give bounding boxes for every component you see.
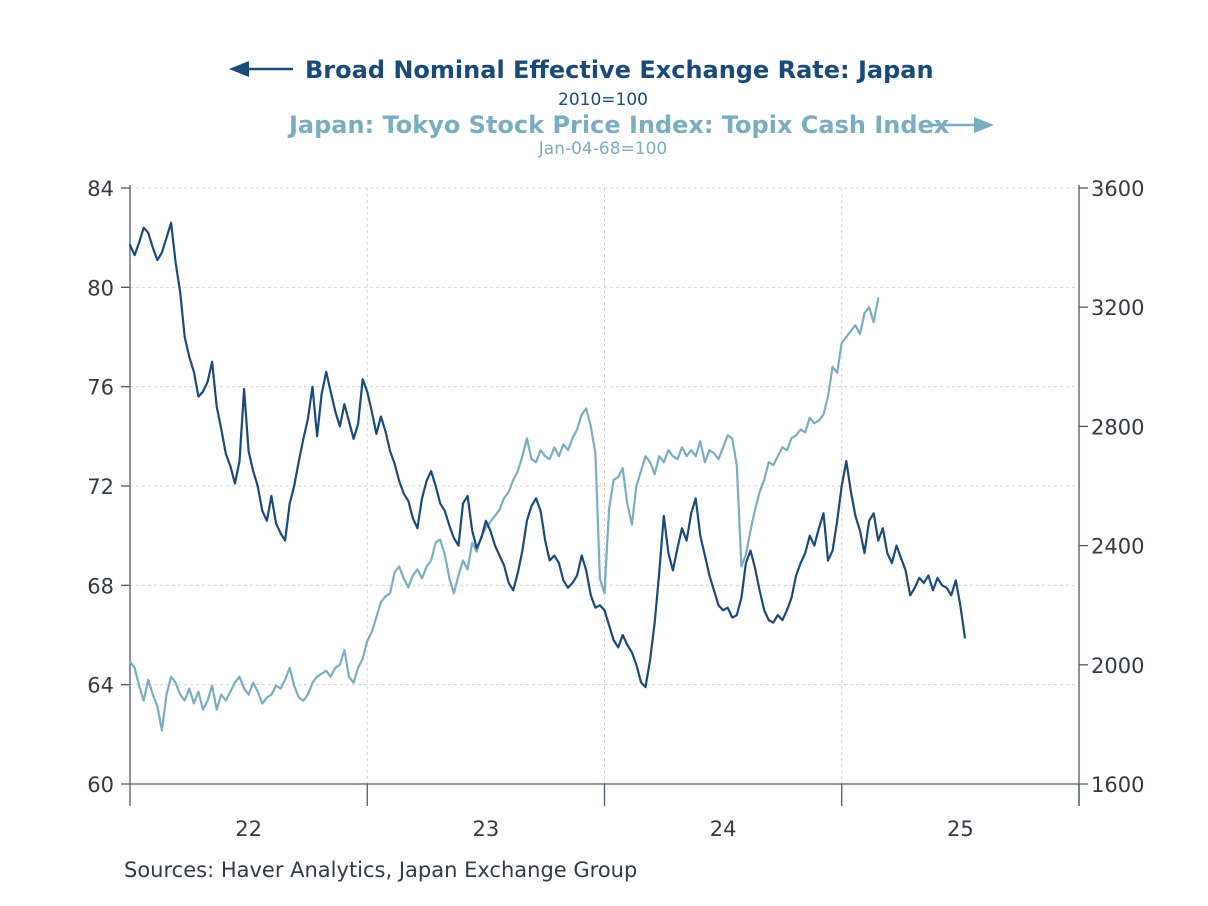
left-arrow-icon — [229, 61, 249, 77]
right-tick-label: 2400 — [1091, 535, 1144, 559]
series1-subtitle: 2010=100 — [558, 90, 648, 110]
axes — [121, 185, 1088, 806]
series-line-topix — [128, 297, 880, 732]
left-tick-label: 64 — [87, 674, 114, 698]
right-tick-label: 3200 — [1091, 296, 1144, 320]
legend-title-block: Broad Nominal Effective Exchange Rate: J… — [229, 56, 994, 159]
series-line-exchange-rate — [128, 221, 967, 689]
series2-title: Japan: Tokyo Stock Price Index: Topix Ca… — [287, 111, 950, 139]
right-tick-label: 2000 — [1091, 654, 1144, 678]
left-tick-label: 80 — [87, 276, 114, 300]
left-tick-label: 60 — [87, 773, 114, 797]
x-tick-label: 24 — [710, 817, 737, 841]
left-tick-label: 84 — [87, 177, 114, 201]
tick-labels: 60 64 68 72 76 80 84 1600 2000 2400 2800 3200 3600 22… — [87, 177, 1144, 841]
right-tick-label: 2800 — [1091, 415, 1144, 439]
x-tick-label: 22 — [235, 817, 262, 841]
series2-subtitle: Jan-04-68=100 — [538, 139, 667, 159]
left-tick-label: 68 — [87, 574, 114, 598]
x-tick-label: 23 — [473, 817, 500, 841]
right-tick-label: 3600 — [1091, 177, 1144, 201]
series1-title: Broad Nominal Effective Exchange Rate: J… — [305, 56, 934, 84]
left-tick-label: 72 — [87, 475, 114, 499]
right-arrow-icon — [974, 117, 994, 133]
left-tick-label: 76 — [87, 376, 114, 400]
right-tick-label: 1600 — [1091, 773, 1144, 797]
source-note: Sources: Haver Analytics, Japan Exchange… — [124, 858, 637, 882]
x-tick-label: 25 — [947, 817, 974, 841]
series-lines — [128, 221, 967, 732]
